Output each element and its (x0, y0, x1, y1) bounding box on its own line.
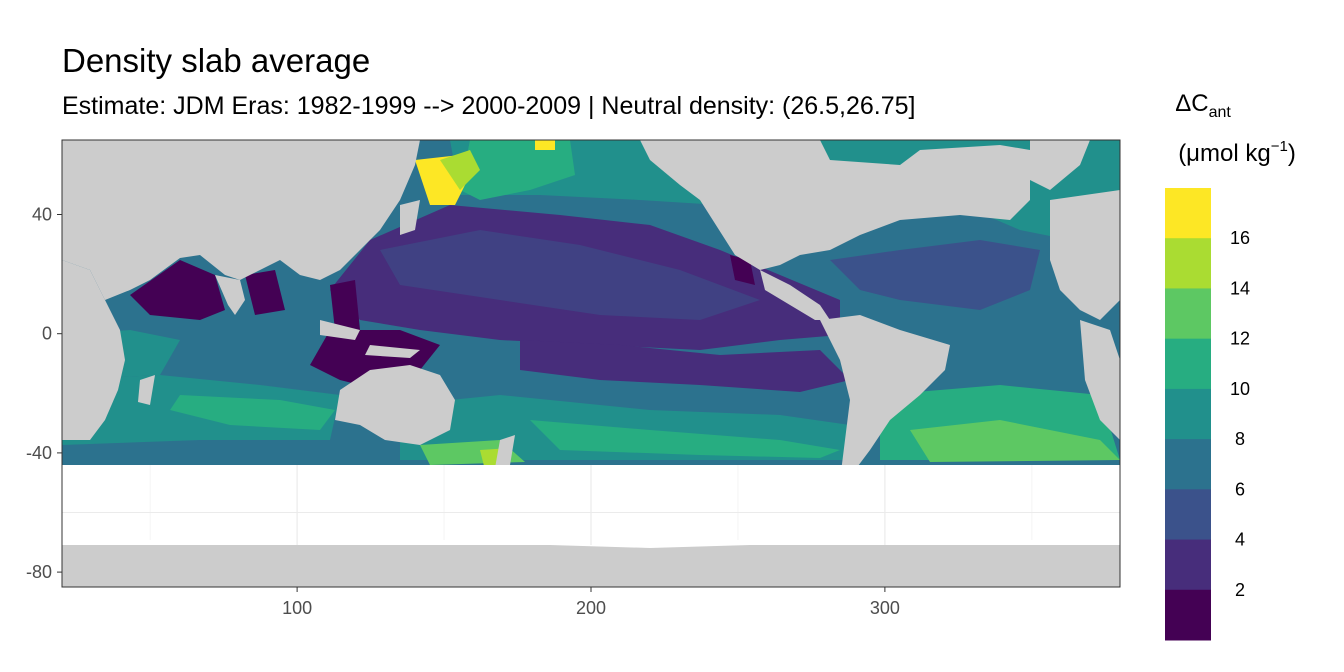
y-tick-label: -80 (26, 562, 52, 582)
x-axis: 100 200 300 (282, 587, 900, 618)
legend-unit: (μmol kg−1) (1178, 138, 1296, 167)
legend-swatch (1165, 388, 1211, 440)
legend-title: ΔCant (1175, 90, 1231, 121)
legend-swatch (1165, 439, 1211, 490)
legend-bins: 2 4 6 8 10 12 14 16 (1165, 188, 1250, 641)
bering-strait-yellow (535, 140, 555, 150)
legend-label: 10 (1230, 379, 1250, 399)
legend-label: 16 (1230, 228, 1250, 248)
south-indian-green (170, 395, 335, 430)
x-tick-label: 200 (576, 598, 606, 618)
north-atlantic-subtropical (830, 240, 1040, 310)
legend-swatch (1165, 338, 1211, 390)
legend-label: 12 (1230, 329, 1250, 349)
legend-label: 2 (1235, 580, 1245, 600)
south-china-sea (330, 280, 360, 330)
okhotsk-lime (440, 150, 480, 190)
south-pacific-green (530, 420, 840, 458)
equatorial-pacific-purple (520, 340, 850, 392)
south-atlantic-light (910, 420, 1120, 462)
legend-swatch (1165, 489, 1211, 541)
y-axis: 40 0 -40 -80 (26, 205, 62, 582)
arabian-sea (130, 260, 225, 320)
x-tick-label: 100 (282, 598, 312, 618)
legend-swatch (1165, 589, 1211, 641)
legend-swatch (1165, 288, 1211, 340)
bay-of-bengal (245, 270, 285, 315)
north-pacific-core (380, 230, 760, 320)
map-layer (62, 140, 1120, 587)
legend-label: 4 (1235, 530, 1245, 550)
legend-label: 6 (1235, 479, 1245, 499)
legend-swatch (1165, 188, 1211, 239)
y-tick-label: -40 (26, 443, 52, 463)
chart-title: Density slab average (62, 42, 371, 79)
legend-label: 14 (1230, 278, 1250, 298)
grid-over-missing (62, 465, 1120, 545)
y-tick-label: 40 (32, 205, 52, 225)
y-tick-label: 0 (42, 324, 52, 344)
legend-swatch (1165, 539, 1211, 591)
x-tick-label: 300 (870, 598, 900, 618)
missing-data-edge (62, 520, 1120, 545)
legend-swatch (1165, 238, 1211, 289)
bering-green (460, 140, 575, 200)
legend-label: 8 (1235, 429, 1245, 449)
legend: ΔCant (μmol kg−1) 2 4 6 8 10 12 14 16 (1165, 90, 1296, 641)
chart-subtitle: Estimate: JDM Eras: 1982-1999 --> 2000-2… (62, 92, 916, 120)
